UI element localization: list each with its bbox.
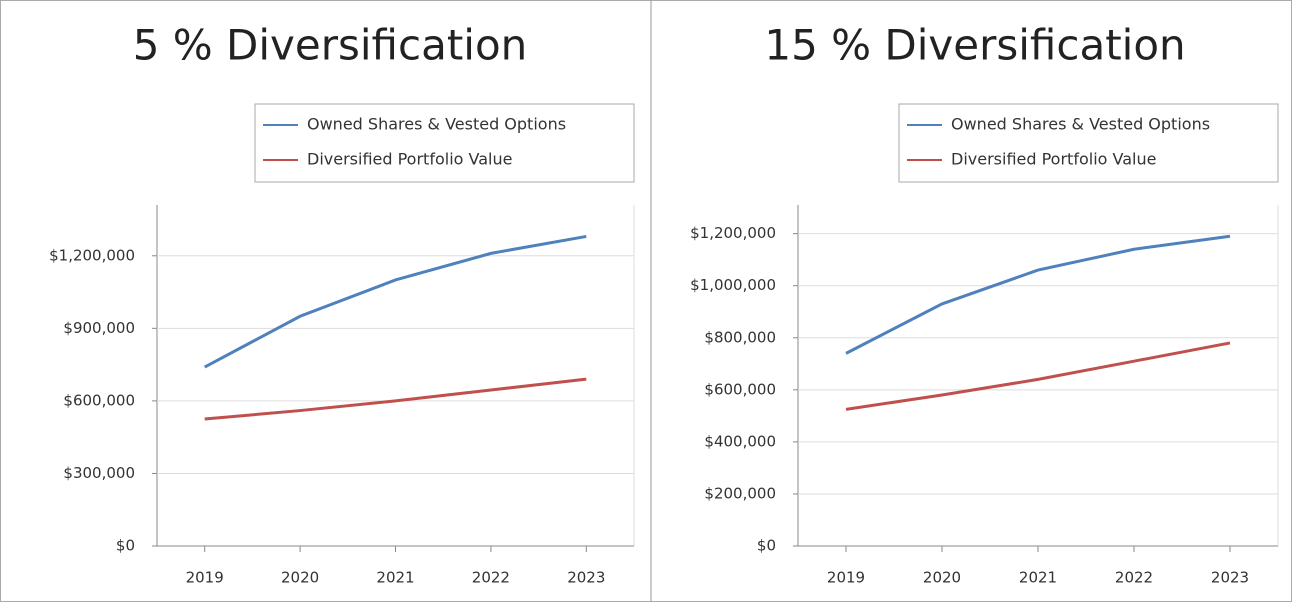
series-line — [204, 377, 587, 421]
x-tick-label: 2023 — [1211, 569, 1249, 587]
x-tick-label: 2022 — [1115, 569, 1153, 587]
chart-title: 5 % Diversification — [133, 21, 528, 70]
legend-label: Owned Shares & Vested Options — [307, 115, 566, 134]
y-tick-label: $400,000 — [704, 432, 776, 450]
x-tick-label: 2021 — [1019, 569, 1057, 587]
x-tick-label: 2019 — [186, 569, 224, 587]
legend-label: Diversified Portfolio Value — [307, 150, 512, 169]
x-tick-label: 2020 — [281, 569, 319, 587]
y-tick-label: $1,000,000 — [690, 276, 776, 294]
x-tick-label: 2020 — [923, 569, 961, 587]
y-tick-label: $1,200,000 — [49, 246, 135, 264]
legend-box — [898, 103, 1279, 183]
x-tick-label: 2021 — [376, 569, 414, 587]
y-tick-label: $800,000 — [704, 328, 776, 346]
y-tick-label: $0 — [116, 537, 135, 555]
legend-label: Owned Shares & Vested Options — [951, 115, 1210, 134]
x-tick-label: 2019 — [827, 569, 865, 587]
series-line — [203, 234, 587, 369]
y-tick-label: $600,000 — [63, 391, 135, 409]
y-tick-label: $1,200,000 — [690, 224, 776, 242]
legend-box — [254, 103, 635, 183]
series-line — [845, 234, 1231, 355]
y-tick-label: $300,000 — [63, 464, 135, 482]
y-tick-label: $600,000 — [704, 380, 776, 398]
x-tick-label: 2022 — [472, 569, 510, 587]
series-line — [845, 341, 1231, 411]
y-tick-label: $900,000 — [63, 319, 135, 337]
legend-label: Diversified Portfolio Value — [951, 150, 1156, 169]
y-tick-label: $0 — [757, 537, 776, 555]
x-tick-label: 2023 — [567, 569, 605, 587]
y-tick-label: $200,000 — [704, 484, 776, 502]
chart-title: 15 % Diversification — [764, 21, 1185, 70]
